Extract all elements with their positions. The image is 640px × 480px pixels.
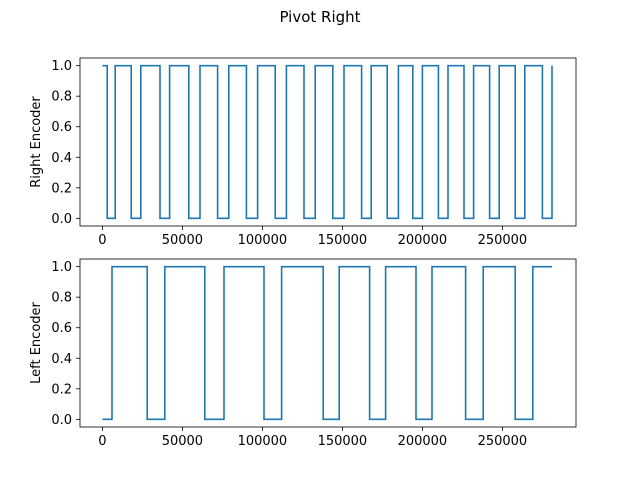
x-tick-label: 100000 [238,434,288,449]
x-tick-label: 0 [98,434,106,449]
x-tick-label: 0 [98,233,106,248]
y-tick-label: 0.8 [51,291,72,306]
x-tick-label: 250000 [478,434,528,449]
y-tick-label: 0.6 [51,120,72,135]
x-tick-label: 150000 [318,233,368,248]
y-tick-label: 0.8 [51,90,72,105]
x-tick-label: 250000 [478,233,528,248]
y-tick-label: 0.2 [51,382,72,397]
y-tick-label: 1.0 [51,260,72,275]
y-axis-label: Left Encoder [29,301,44,383]
axes-frame [79,57,577,227]
y-tick-label: 0.0 [51,413,72,428]
x-tick-label: 50000 [162,434,203,449]
figure-title: Pivot Right [279,8,360,26]
y-axis-label: Right Encoder [29,96,44,188]
y-tick-label: 0.4 [51,352,72,367]
y-tick-label: 0.6 [51,321,72,336]
x-tick-label: 200000 [398,233,448,248]
y-tick-label: 0.2 [51,181,72,196]
x-tick-label: 150000 [318,434,368,449]
x-tick-label: 50000 [162,233,203,248]
y-tick-label: 1.0 [51,59,72,74]
left-encoder-axes: 0 50000 100000 150000 200000 250000 0.0 0.2 0.4 0… [29,258,577,449]
series-line [102,64,553,220]
x-tick-label: 200000 [398,434,448,449]
y-tick-label: 0.4 [51,151,72,166]
series-line [102,265,552,421]
y-tick-label: 0.0 [51,212,72,227]
x-tick-label: 100000 [238,233,288,248]
right-encoder-axes: 0 50000 100000 150000 200000 250000 0.0 0.2 0.4 0… [29,57,577,248]
axes-frame [79,258,577,428]
